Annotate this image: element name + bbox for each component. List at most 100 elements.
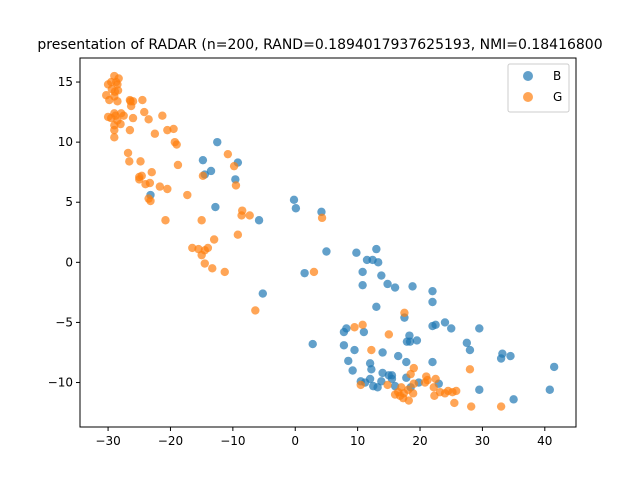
data-point [140, 107, 149, 117]
data-point [125, 157, 134, 166]
data-point [377, 377, 386, 386]
data-point [404, 396, 413, 405]
data-point [245, 211, 254, 220]
data-point [197, 216, 206, 225]
data-point [211, 202, 220, 212]
data-point [172, 140, 181, 149]
data-point [135, 175, 144, 184]
data-point [163, 184, 172, 194]
y-axis: −10 −5 0 5 10 15 [48, 75, 80, 390]
data-point [138, 95, 147, 105]
chart-title: presentation of RADAR (n=200, RAND=0.189… [37, 37, 602, 53]
data-point [466, 402, 476, 411]
data-point [339, 327, 349, 337]
data-point [420, 378, 430, 387]
x-tick-label: 10 [350, 434, 365, 448]
data-point [465, 365, 475, 374]
data-point [203, 243, 213, 253]
data-point [322, 247, 331, 256]
x-tick-label: −20 [158, 434, 183, 448]
data-point [359, 327, 369, 337]
y-tick-label: 5 [65, 195, 73, 209]
data-point [119, 111, 128, 120]
data-point [113, 97, 122, 106]
x-tick-label: −10 [220, 434, 245, 448]
data-point [383, 380, 392, 390]
data-point [406, 369, 415, 379]
data-point [344, 356, 353, 366]
y-tick-label: 0 [65, 255, 73, 269]
data-point [496, 402, 506, 411]
data-point [198, 155, 208, 165]
x-tick-label: 0 [291, 434, 299, 448]
data-point [197, 250, 206, 260]
data-point [348, 366, 357, 375]
y-tick-label: 15 [58, 75, 73, 89]
data-point [231, 181, 241, 190]
data-point [200, 259, 209, 268]
plot-frame [79, 57, 577, 428]
data-point [509, 395, 518, 404]
data-point [393, 351, 403, 361]
data-point [383, 279, 392, 289]
data-point [372, 244, 381, 254]
legend: B G [507, 63, 570, 113]
data-point [251, 306, 260, 315]
data-point [144, 115, 153, 124]
data-point [498, 349, 507, 358]
data-point [390, 283, 400, 292]
data-point [377, 271, 386, 280]
data-point [111, 77, 121, 87]
data-point [374, 258, 383, 267]
data-point [431, 374, 440, 384]
data-point [141, 180, 150, 189]
data-point [208, 264, 217, 273]
data-point [126, 97, 135, 106]
x-tick-label: 40 [537, 434, 552, 448]
data-point [116, 119, 125, 129]
data-point [452, 386, 461, 396]
data-point [387, 371, 397, 380]
data-point [309, 267, 319, 277]
data-point [136, 157, 145, 166]
data-point [431, 320, 440, 330]
data-point [317, 213, 327, 223]
data-point [390, 390, 400, 399]
data-point [339, 341, 349, 350]
data-point [429, 383, 438, 392]
y-tick-label: −5 [55, 315, 73, 329]
x-tick-label: −30 [95, 434, 120, 448]
data-point [378, 348, 387, 357]
x-axis: −30 −20 −10 0 10 20 30 40 [95, 427, 552, 448]
data-point [384, 330, 394, 339]
data-point [428, 357, 437, 367]
x-tick-label: 20 [412, 434, 427, 448]
data-point [356, 380, 365, 390]
data-point [506, 351, 515, 361]
data-point [350, 323, 359, 332]
data-point [123, 148, 133, 158]
data-point [223, 149, 233, 159]
data-point [358, 280, 367, 290]
y-tick-label: 10 [58, 135, 73, 149]
data-point [300, 268, 309, 278]
data-point [549, 362, 559, 372]
data-point [125, 125, 135, 135]
x-tick-label: 30 [475, 434, 490, 448]
data-point [373, 383, 382, 392]
points-layer [102, 71, 559, 411]
data-point [158, 111, 167, 120]
data-point [146, 196, 155, 206]
data-point [402, 357, 411, 367]
legend-label-b: B [553, 69, 561, 83]
data-point [188, 243, 197, 253]
data-point [128, 113, 138, 123]
data-point [163, 125, 172, 135]
data-point [113, 86, 123, 95]
data-point [258, 289, 267, 298]
data-point [465, 345, 475, 355]
data-point [150, 129, 160, 138]
data-point [206, 166, 216, 176]
data-point [367, 345, 376, 355]
